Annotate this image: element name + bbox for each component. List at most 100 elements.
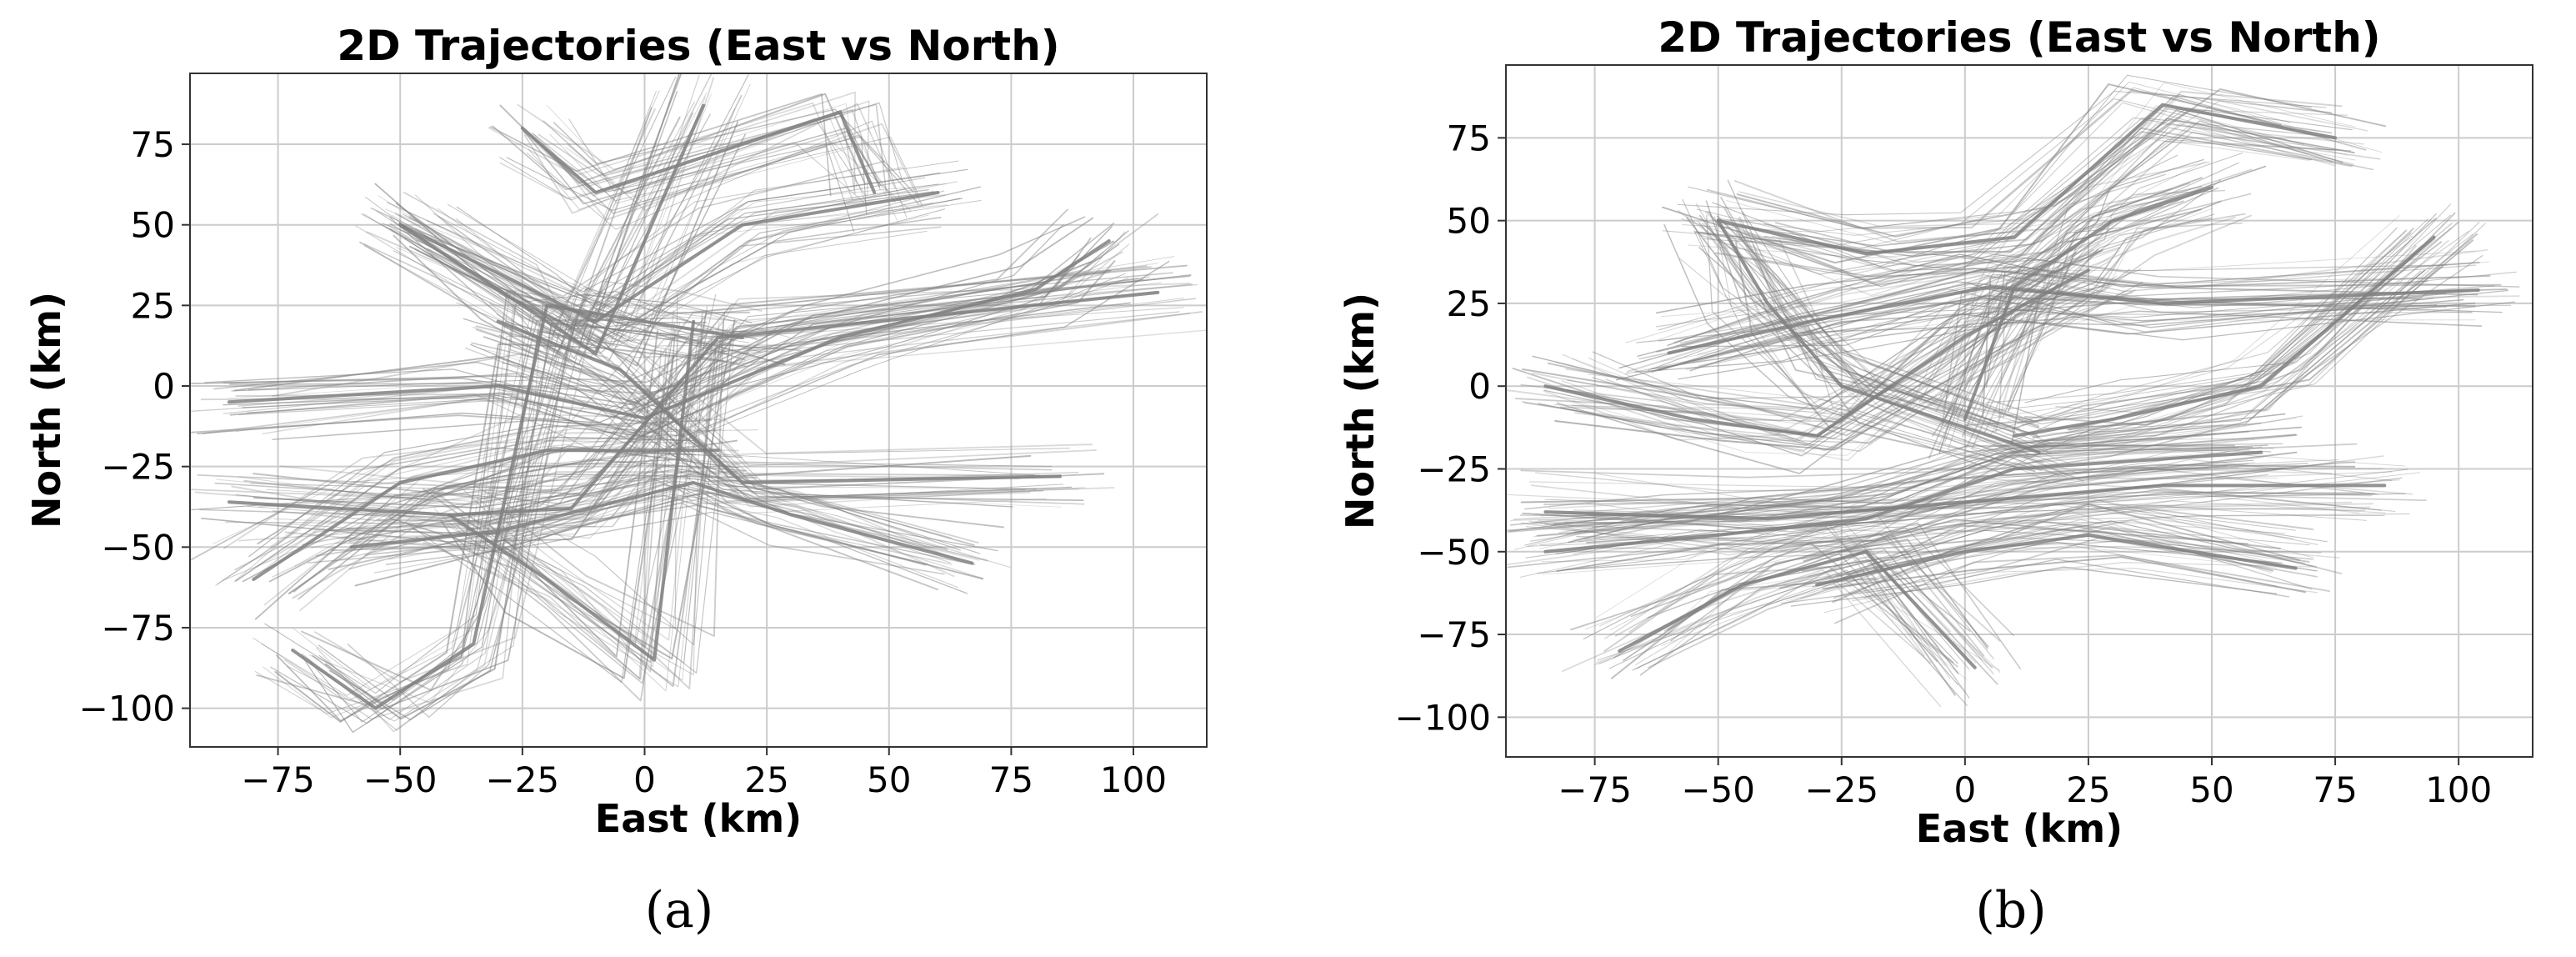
trajectory-line bbox=[447, 160, 959, 304]
trajectory-line bbox=[1731, 131, 2381, 285]
trajectory-line bbox=[1982, 235, 2413, 420]
trajectory-line bbox=[1532, 246, 2121, 411]
trajectory-line bbox=[2037, 254, 2483, 442]
trajectory-line bbox=[385, 511, 968, 594]
trajectory-series-1 bbox=[1543, 450, 2263, 554]
trajectory-line bbox=[190, 266, 1152, 499]
trajectory-line bbox=[415, 74, 700, 345]
trajectory-line bbox=[262, 243, 1130, 448]
trajectory-line bbox=[1520, 463, 2356, 504]
trajectory-line bbox=[1538, 270, 2053, 446]
trajectory-line bbox=[1562, 569, 1932, 672]
trajectory-line bbox=[1529, 441, 2274, 542]
trajectory-line bbox=[270, 323, 727, 724]
trajectory-line bbox=[407, 323, 675, 683]
trajectory-line bbox=[1528, 501, 2353, 556]
trajectory-line bbox=[1738, 217, 2078, 473]
trajectory-line bbox=[1573, 417, 2297, 541]
trajectory-line bbox=[2017, 232, 2412, 424]
trajectory-line bbox=[1615, 302, 2476, 381]
trajectory-line bbox=[270, 428, 713, 548]
trajectory-line bbox=[264, 291, 724, 694]
trajectory-line bbox=[1586, 426, 2302, 522]
trajectory-line bbox=[268, 445, 739, 583]
trajectory-series-4 bbox=[1618, 549, 1977, 669]
trajectory-line bbox=[262, 335, 702, 719]
trajectory-line bbox=[1714, 127, 2353, 278]
trajectory-line bbox=[2011, 229, 2408, 452]
trajectory-line bbox=[1661, 565, 2001, 674]
trajectory-line bbox=[242, 230, 1129, 441]
trajectory-line bbox=[1655, 256, 2477, 328]
trajectory-line bbox=[1630, 534, 1989, 648]
trajectory-line bbox=[1786, 547, 2278, 602]
trajectory-line bbox=[1661, 318, 2476, 362]
panel-a: −75 −50 −25 0 25 50 75 100 −100 −75 −50 −25 0 25 50 75 2… bbox=[24, 22, 1208, 939]
trajectory-line bbox=[1595, 576, 1942, 708]
trajectory-line bbox=[526, 120, 908, 230]
trajectory-series-5 bbox=[1815, 533, 2298, 587]
trajectory-line bbox=[426, 194, 946, 318]
trajectory-line bbox=[313, 462, 953, 539]
trajectory-line bbox=[1571, 250, 2120, 433]
trajectory-series-6 bbox=[447, 319, 696, 662]
trajectory-line bbox=[1506, 266, 2070, 422]
trajectory-line bbox=[1753, 244, 2058, 464]
trajectory-line bbox=[398, 168, 968, 305]
trajectory-series-9 bbox=[2013, 235, 2436, 438]
trajectory-line bbox=[323, 464, 979, 544]
trajectory-line bbox=[1682, 81, 2291, 233]
trajectory-line bbox=[235, 272, 1088, 438]
trajectory-line bbox=[500, 321, 724, 637]
trajectory-line bbox=[2023, 266, 2444, 458]
trajectory-line bbox=[1718, 236, 2050, 483]
trajectory-line bbox=[1540, 479, 2400, 524]
y-tick-label: −75 bbox=[101, 608, 175, 649]
trajectory-line bbox=[364, 211, 911, 351]
trajectory-line bbox=[1625, 269, 2460, 343]
trajectory-line bbox=[1647, 543, 1971, 632]
trajectory-line bbox=[1998, 162, 2239, 417]
trajectory-line bbox=[1723, 208, 2052, 454]
panel-label: (a) bbox=[645, 881, 714, 939]
trajectory-line bbox=[504, 355, 1080, 490]
trajectory-line bbox=[373, 492, 980, 561]
trajectory-line bbox=[2043, 223, 2486, 429]
trajectory-line bbox=[1603, 565, 1958, 668]
trajectory-line bbox=[549, 133, 912, 212]
trajectory-series-8 bbox=[1716, 218, 2041, 454]
trajectory-line bbox=[415, 349, 668, 680]
trajectory-line bbox=[2002, 239, 2449, 447]
trajectory-line bbox=[1519, 463, 2249, 578]
trajectory-line bbox=[1706, 214, 2002, 457]
trajectory-line bbox=[1738, 120, 2333, 288]
trajectory-line bbox=[1678, 258, 2004, 465]
trajectory-line bbox=[388, 167, 903, 323]
trajectory-line bbox=[1695, 203, 1997, 428]
trajectory-line bbox=[2007, 215, 2400, 422]
trajectory-line bbox=[494, 355, 1047, 515]
trajectory-line bbox=[1592, 443, 2283, 529]
trajectory-line bbox=[423, 349, 662, 680]
trajectory-line bbox=[1988, 208, 2213, 438]
trajectory-line bbox=[376, 76, 677, 335]
trajectory-line bbox=[502, 362, 1044, 502]
trajectory-line bbox=[1841, 524, 2310, 579]
trajectory-line bbox=[1716, 108, 2348, 236]
trajectory-line bbox=[1763, 109, 2343, 258]
trajectory-line bbox=[1604, 522, 1925, 657]
trajectory-line bbox=[1985, 230, 2407, 403]
trajectory-line bbox=[1693, 230, 2002, 462]
trajectory-line bbox=[484, 335, 722, 688]
trajectory-line bbox=[1628, 515, 1994, 659]
trajectory-line bbox=[1749, 138, 2339, 272]
trajectory-line bbox=[393, 208, 946, 349]
chart-title: 2D Trajectories (East vs North) bbox=[337, 22, 1059, 70]
trajectory-line bbox=[1635, 560, 1951, 679]
trajectory-line bbox=[416, 198, 963, 338]
y-tick-label: 0 bbox=[1468, 366, 1491, 407]
trajectory-line bbox=[1543, 461, 2356, 506]
trajectory-line bbox=[364, 483, 988, 562]
trajectory-line bbox=[1713, 216, 2043, 430]
trajectory-line bbox=[465, 332, 735, 674]
